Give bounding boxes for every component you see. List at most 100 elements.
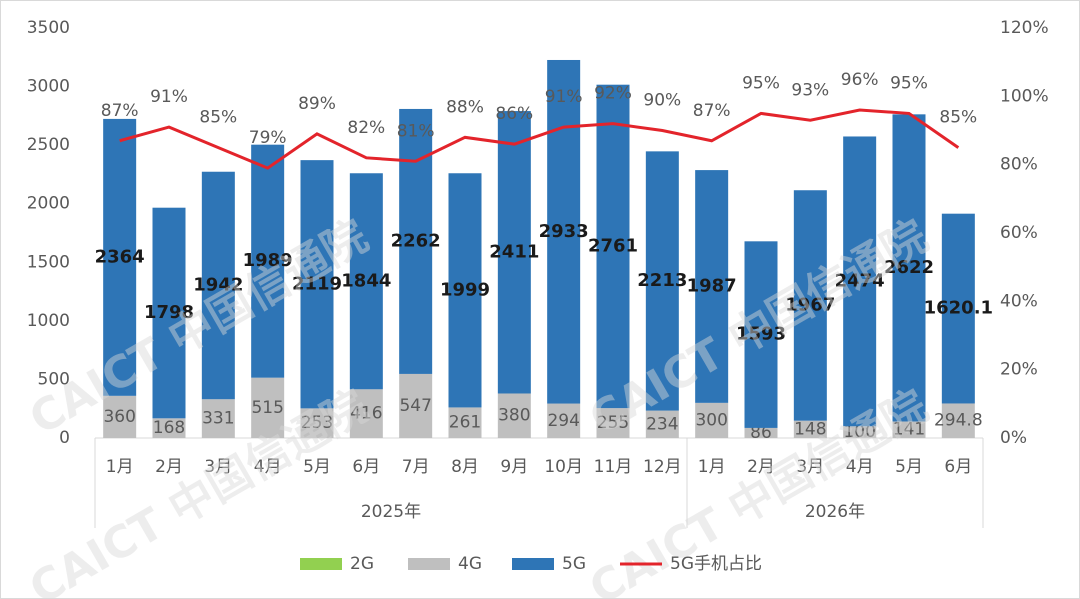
data-label: 100 [843, 422, 875, 442]
legend-swatch [300, 558, 342, 570]
data-label: 1942 [193, 274, 243, 295]
bar [201, 171, 235, 400]
bar [596, 84, 630, 409]
line-label: 92% [594, 84, 632, 104]
y2-tick-label: 80% [1000, 155, 1038, 175]
data-label: 1967 [785, 294, 835, 315]
bar [497, 111, 531, 394]
line-label: 87% [101, 101, 139, 121]
data-label: 2213 [637, 270, 687, 291]
bar [497, 393, 531, 438]
x-tick-label: 3月 [204, 457, 232, 477]
bar [793, 190, 827, 421]
x-tick-label: 5月 [895, 457, 923, 477]
y-tick-label: 2000 [27, 194, 70, 214]
group-label: 2025年 [361, 502, 421, 522]
data-label: 2622 [884, 257, 934, 278]
bar [892, 114, 926, 422]
data-label: 300 [695, 410, 727, 430]
x-tick-label: 7月 [402, 457, 430, 477]
line-label: 86% [495, 104, 533, 124]
legend-label: 2G [350, 554, 374, 574]
x-tick-label: 2月 [747, 457, 775, 477]
data-label: 1987 [687, 275, 737, 296]
x-tick-label: 12月 [643, 457, 682, 477]
line-label: 91% [545, 87, 583, 107]
x-tick-label: 11月 [594, 457, 633, 477]
bar [547, 59, 581, 404]
bar [349, 389, 383, 438]
data-label: 2411 [489, 241, 539, 262]
line-label: 81% [397, 121, 435, 141]
data-label: 515 [251, 398, 283, 418]
line-label: 79% [249, 128, 287, 148]
data-label: 1620.1 [924, 298, 993, 319]
legend-label: 5G [562, 554, 586, 574]
line-label: 87% [693, 101, 731, 121]
x-tick-label: 3月 [796, 457, 824, 477]
data-label: 168 [153, 418, 185, 438]
bar [695, 402, 729, 438]
data-label: 331 [202, 409, 234, 429]
bar [645, 151, 679, 411]
x-tick-label: 4月 [846, 457, 874, 477]
legend-swatch [408, 558, 450, 570]
data-label: 141 [893, 420, 925, 440]
line-label: 90% [643, 91, 681, 111]
line-label: 96% [841, 70, 879, 90]
group-label: 2026年 [805, 502, 865, 522]
bar [152, 207, 186, 419]
data-label: 2119 [292, 273, 342, 294]
y2-tick-label: 120% [1000, 18, 1049, 38]
line-label: 93% [791, 80, 829, 100]
x-tick-label: 5月 [303, 457, 331, 477]
x-tick-label: 9月 [500, 457, 528, 477]
data-label: 294 [547, 411, 579, 431]
x-tick-label: 1月 [698, 457, 726, 477]
bar [399, 373, 433, 438]
bar [152, 418, 186, 438]
line-label: 85% [199, 108, 237, 128]
x-tick-label: 8月 [451, 457, 479, 477]
data-label: 2262 [391, 230, 441, 251]
data-label: 360 [103, 407, 135, 427]
data-label: 547 [399, 396, 431, 416]
bar [201, 399, 235, 438]
legend-swatch [512, 558, 554, 570]
line-label: 95% [890, 73, 928, 93]
x-tick-label: 6月 [352, 457, 380, 477]
y-tick-label: 500 [38, 369, 70, 389]
bar [843, 136, 877, 427]
data-label: 1989 [243, 250, 293, 271]
bar [300, 160, 334, 409]
bar [103, 118, 137, 396]
bar [596, 408, 630, 438]
y-tick-label: 2500 [27, 135, 70, 155]
bar [103, 395, 137, 438]
data-label: 294.8 [934, 411, 983, 431]
bar [941, 213, 975, 404]
x-tick-label: 1月 [106, 457, 134, 477]
line-label: 82% [347, 118, 385, 138]
data-label: 253 [301, 413, 333, 433]
data-label: 1999 [440, 279, 490, 300]
data-label: 261 [449, 413, 481, 433]
legend-label: 4G [458, 554, 482, 574]
y2-tick-label: 100% [1000, 86, 1049, 106]
bar [793, 420, 827, 438]
line-series [119, 108, 960, 170]
bar [349, 173, 383, 390]
line-label: 95% [742, 73, 780, 93]
data-label: 2364 [95, 246, 145, 267]
y-tick-label: 3000 [27, 77, 70, 97]
bar [645, 410, 679, 438]
legend-label: 5G手机占比 [670, 554, 762, 574]
bar [843, 426, 877, 438]
x-tick-label: 2月 [155, 457, 183, 477]
y2-tick-label: 0% [1000, 428, 1027, 448]
x-tick-label: 6月 [944, 457, 972, 477]
line-label: 91% [150, 87, 188, 107]
y-tick-label: 0 [59, 428, 70, 448]
data-label: 148 [794, 419, 826, 439]
